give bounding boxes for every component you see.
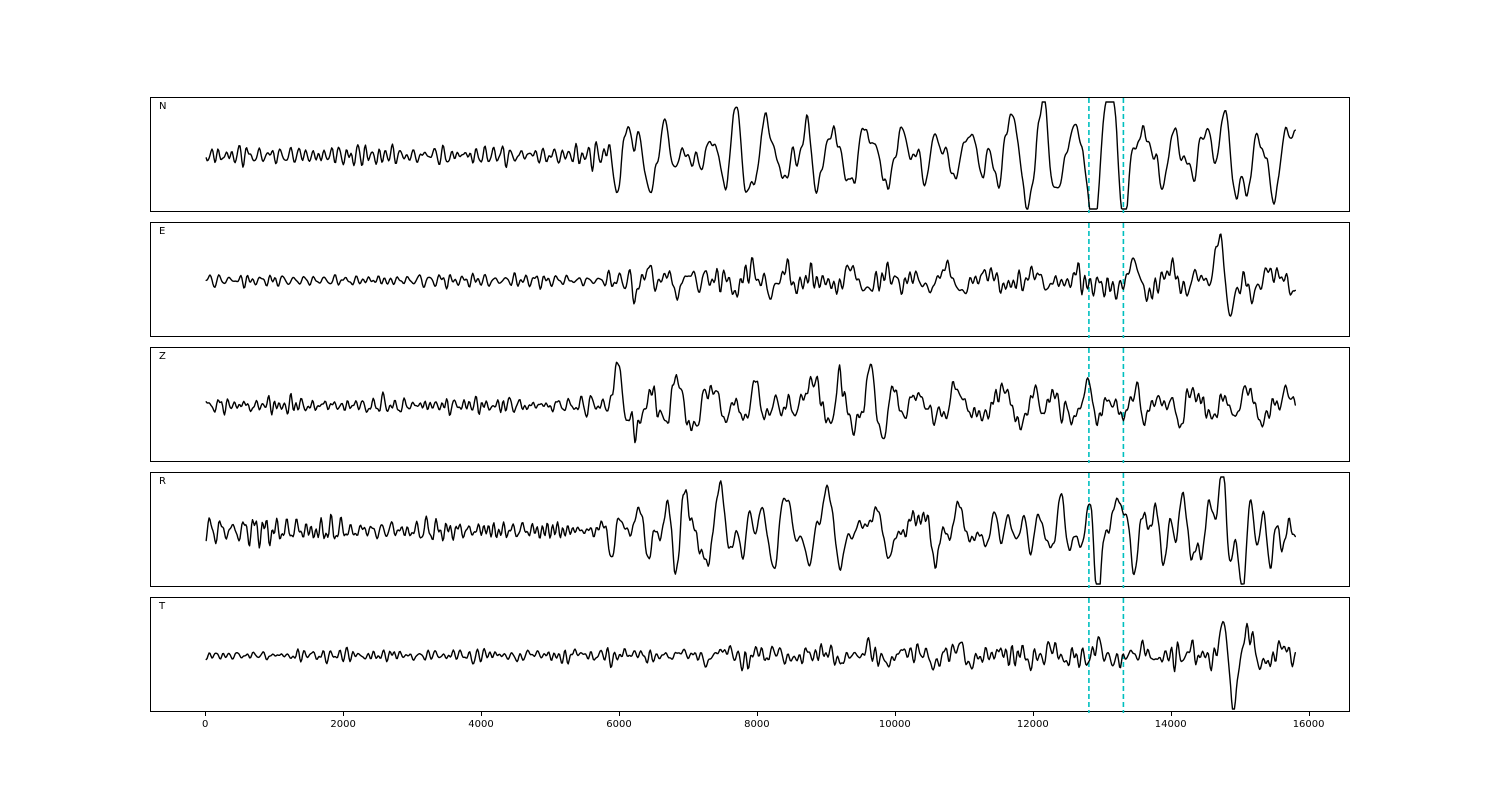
panel-label-t: T	[159, 601, 166, 612]
panel-label-z: Z	[159, 351, 166, 362]
x-axis-tick-label: 4000	[468, 719, 494, 730]
x-axis-tick	[343, 712, 345, 716]
x-axis-tick	[756, 712, 758, 716]
seismogram-trace	[205, 361, 1297, 444]
x-axis-tick	[1170, 712, 1172, 716]
waveform-panel-e: E	[150, 222, 1350, 338]
x-axis-tick-label: 14000	[1154, 719, 1187, 730]
x-axis-tick-label: 12000	[1016, 719, 1049, 730]
x-axis-tick	[619, 712, 620, 716]
x-axis-tick	[481, 712, 482, 716]
panel-label-e: E	[159, 226, 166, 237]
seismogram-trace	[205, 476, 1297, 585]
x-axis-tick-label: 16000	[1292, 719, 1325, 730]
seismogram-trace	[205, 101, 1297, 210]
waveform-panel-z: Z	[150, 347, 1350, 463]
x-axis-tick	[894, 712, 896, 716]
x-axis-tick-label: 2000	[330, 719, 356, 730]
x-axis-tick-label: 6000	[606, 719, 632, 730]
x-axis-tick-label: 10000	[878, 719, 911, 730]
x-axis-tick	[1308, 712, 1310, 716]
waveform-trace-e	[205, 223, 1297, 338]
panel-label-r: R	[159, 476, 166, 487]
waveform-panel-t: T	[150, 597, 1350, 713]
x-axis-tick	[205, 712, 207, 716]
seismogram-trace	[205, 233, 1297, 317]
x-axis-tick-label: 0	[202, 719, 209, 730]
waveform-trace-t	[205, 598, 1297, 713]
seismogram-trace	[205, 620, 1297, 710]
x-axis-tick	[1032, 712, 1034, 716]
x-axis: 0 2000 4000 6000 8000 10000 12000 14000 16000	[150, 712, 1350, 752]
waveform-trace-n	[205, 98, 1297, 213]
waveform-trace-r	[205, 473, 1297, 588]
panel-label-n: N	[159, 101, 167, 112]
waveform-trace-z	[205, 348, 1297, 463]
waveform-panel-r: R	[150, 472, 1350, 588]
waveform-panel-n: N	[150, 97, 1350, 213]
x-axis-tick-label: 8000	[744, 719, 770, 730]
